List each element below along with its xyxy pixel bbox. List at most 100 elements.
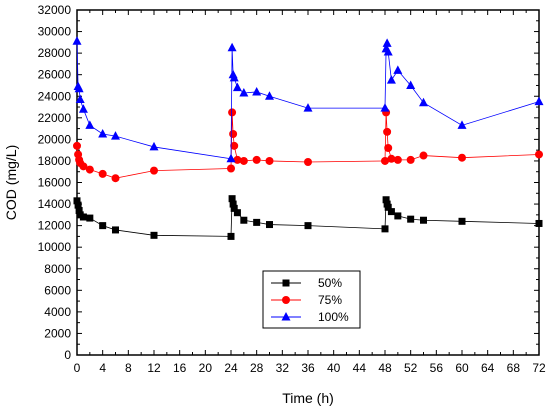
x-tick-label: 8 — [125, 361, 132, 375]
x-tick-label: 4 — [99, 361, 106, 375]
data-point — [228, 195, 236, 203]
data-point — [393, 155, 402, 164]
data-point — [233, 209, 241, 217]
data-point — [304, 158, 312, 167]
data-point — [73, 197, 81, 205]
y-axis-title: COD (mg/L) — [3, 145, 19, 220]
data-point — [383, 47, 393, 56]
data-point — [99, 222, 107, 230]
data-point — [535, 150, 543, 159]
data-point — [233, 155, 242, 164]
data-point — [149, 141, 159, 151]
axes-layer: 0 4 8 12 16 20 24 28 32 36 40 44 48 52 56 60 64 68 7202000… — [38, 3, 546, 375]
data-point — [230, 204, 238, 212]
data-point — [74, 201, 82, 209]
data-point — [393, 65, 403, 74]
data-point — [381, 225, 389, 233]
data-point — [304, 222, 312, 230]
legend: 50% 75% 100% — [262, 270, 361, 329]
data-point — [265, 156, 274, 165]
data-point — [228, 108, 237, 117]
legend-label: 50% — [318, 276, 342, 290]
data-point — [229, 129, 238, 138]
y-tick-label: 0 — [64, 348, 71, 362]
data-point — [386, 75, 396, 84]
data-point — [457, 120, 467, 129]
x-tick-label: 44 — [353, 361, 367, 375]
data-point — [382, 38, 392, 47]
x-tick-label: 36 — [301, 361, 315, 375]
x-tick-label: 64 — [481, 361, 495, 375]
x-tick-label: 40 — [327, 361, 341, 375]
x-tick-label: 56 — [430, 361, 444, 375]
y-tick-label: 30000 — [38, 25, 72, 39]
y-tick-label: 20000 — [38, 132, 72, 146]
data-point — [75, 207, 83, 215]
x-tick-label: 72 — [532, 361, 546, 375]
data-point — [72, 36, 82, 45]
data-point — [78, 104, 88, 113]
series-line — [76, 41, 540, 160]
y-tick-label: 6000 — [44, 283, 71, 297]
data-point — [232, 82, 242, 92]
data-point — [75, 94, 85, 103]
data-point — [98, 169, 107, 178]
data-point — [419, 151, 428, 160]
data-point — [406, 155, 415, 164]
data-point — [252, 86, 262, 96]
x-axis-title: Time (h) — [282, 390, 334, 406]
legend-item: 75% — [271, 293, 342, 307]
data-point — [387, 208, 395, 216]
data-point — [266, 221, 273, 229]
data-point — [535, 219, 543, 227]
y-tick-label: 4000 — [44, 305, 71, 319]
series-50pct — [73, 195, 543, 240]
data-point — [534, 96, 544, 106]
y-tick-label: 26000 — [38, 68, 72, 82]
data-point — [229, 200, 237, 208]
data-point — [303, 103, 313, 112]
data-point — [381, 156, 389, 165]
data-point — [85, 120, 95, 129]
x-tick-label: 68 — [507, 361, 521, 375]
data-point — [384, 203, 392, 211]
y-tick-label: 24000 — [38, 89, 72, 103]
y-tick-label: 16000 — [38, 176, 72, 190]
data-point — [253, 218, 261, 226]
data-point — [112, 226, 119, 234]
y-tick-label: 28000 — [38, 46, 72, 60]
data-point — [419, 97, 428, 107]
legend-item: 50% — [271, 276, 342, 290]
legend-marker — [282, 279, 290, 287]
data-point — [73, 141, 81, 150]
x-tick-label: 32 — [276, 361, 290, 375]
data-point — [230, 141, 239, 150]
data-point — [458, 153, 466, 162]
data-point — [387, 154, 396, 163]
data-point — [227, 164, 235, 173]
data-point — [239, 156, 248, 165]
x-tick-label: 48 — [378, 361, 392, 375]
y-tick-label: 22000 — [38, 111, 72, 125]
legend-marker — [281, 312, 291, 321]
data-point — [229, 72, 239, 82]
legend-item: 100% — [271, 310, 349, 324]
x-tick-label: 20 — [199, 361, 213, 375]
x-tick-label: 16 — [173, 361, 187, 375]
data-point — [406, 80, 416, 89]
x-tick-label: 60 — [455, 361, 469, 375]
data-point — [86, 214, 94, 222]
series-layer — [72, 36, 544, 240]
data-point — [407, 215, 415, 223]
data-point — [227, 232, 235, 240]
legend-label: 100% — [318, 310, 349, 324]
data-point — [384, 144, 393, 152]
data-point — [74, 83, 84, 93]
data-point — [383, 127, 392, 136]
data-point — [252, 155, 261, 164]
data-point — [239, 88, 249, 97]
data-point — [240, 216, 248, 224]
data-point — [111, 131, 120, 140]
